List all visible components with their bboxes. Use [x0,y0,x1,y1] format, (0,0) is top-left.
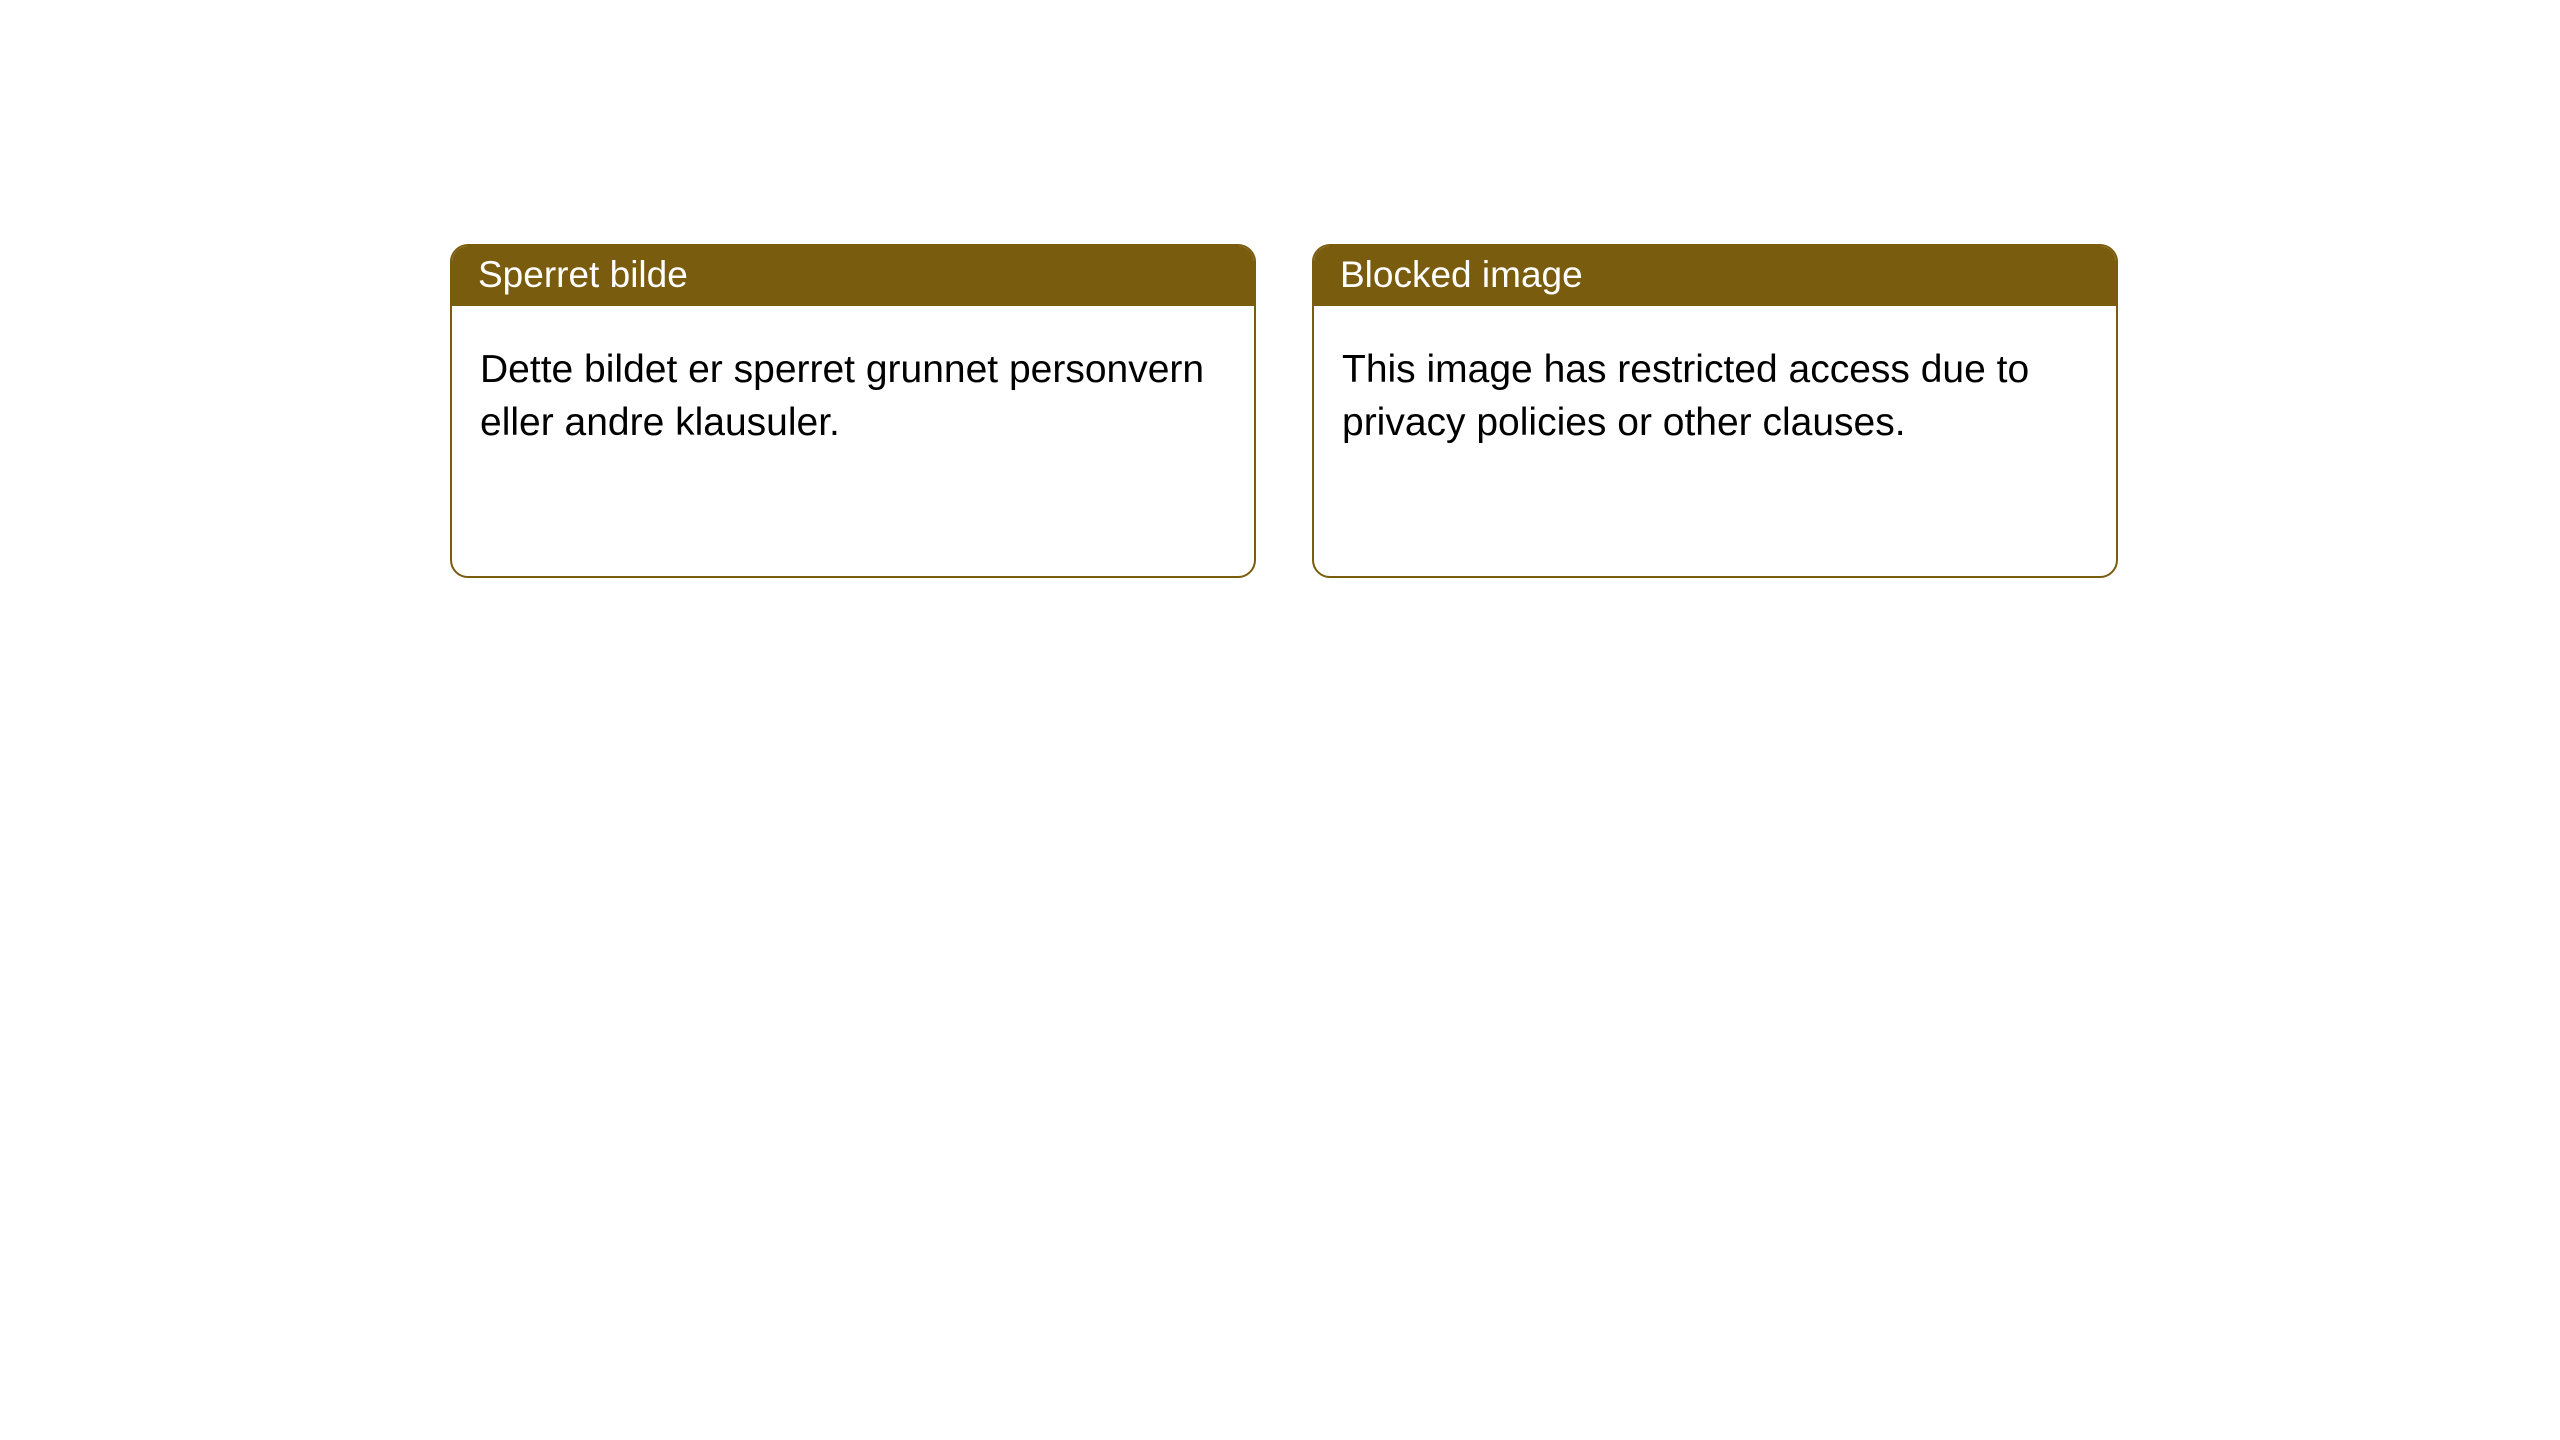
notice-container: Sperret bilde Dette bildet er sperret gr… [0,0,2560,578]
card-message-no: Dette bildet er sperret grunnet personve… [480,344,1226,449]
blocked-image-card-no: Sperret bilde Dette bildet er sperret gr… [450,244,1256,578]
card-body-no: Dette bildet er sperret grunnet personve… [452,306,1254,576]
blocked-image-card-en: Blocked image This image has restricted … [1312,244,2118,578]
card-title-no: Sperret bilde [478,254,688,295]
card-header-no: Sperret bilde [452,246,1254,306]
card-header-en: Blocked image [1314,246,2116,306]
card-body-en: This image has restricted access due to … [1314,306,2116,576]
card-message-en: This image has restricted access due to … [1342,344,2088,449]
card-title-en: Blocked image [1340,254,1583,295]
